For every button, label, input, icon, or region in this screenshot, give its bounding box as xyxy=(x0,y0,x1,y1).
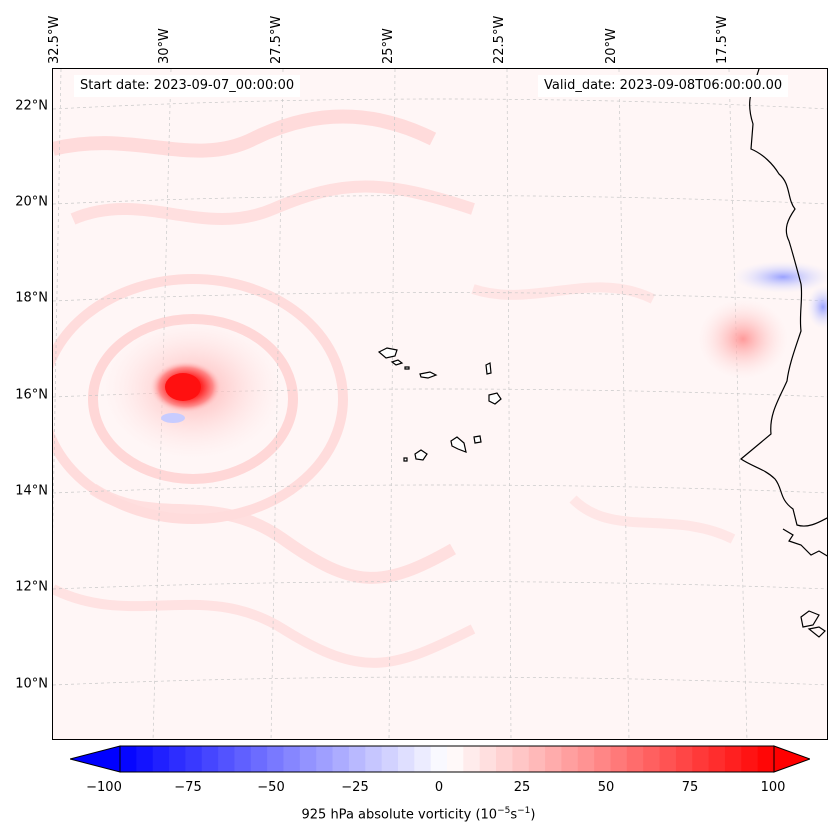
lon-label-32-5w: 32.5°W xyxy=(47,15,62,64)
lon-label-20w: 20°W xyxy=(604,28,619,64)
colorbar-segment xyxy=(741,746,759,772)
lat-label-20n: 20°N xyxy=(15,194,48,210)
colorbar-segment xyxy=(283,746,301,772)
colorbar-segment xyxy=(234,746,252,772)
colorbar-segment xyxy=(757,746,775,772)
weak-vorticity-field xyxy=(53,109,736,668)
colorbar-segment xyxy=(643,746,661,772)
colorbar-segments xyxy=(120,746,775,772)
lon-label-27-5w: 27.5°W xyxy=(269,15,284,64)
valid-date-label: Valid_date: 2023-09-08T06:00:00.00 xyxy=(538,75,789,97)
vorticity-map xyxy=(53,69,827,739)
vorticity-maximum xyxy=(103,319,283,459)
colorbar-segment xyxy=(610,746,628,772)
lat-label-18n: 18°N xyxy=(15,290,48,306)
colorbar-segment xyxy=(724,746,742,772)
colorbar-segment xyxy=(414,746,432,772)
colorbar-tick: −50 xyxy=(257,780,285,795)
lat-label-22n: 22°N xyxy=(15,98,48,114)
colorbar-segment xyxy=(675,746,693,772)
colorbar-segment xyxy=(120,746,137,772)
colorbar-segment xyxy=(496,746,513,772)
colorbar-tick: −100 xyxy=(86,780,122,795)
colorbar-segment xyxy=(545,746,563,772)
african-coastline xyxy=(739,69,827,527)
colorbar-segment xyxy=(479,746,497,772)
colorbar-segment xyxy=(430,746,448,772)
coastal-vorticity-feature xyxy=(698,299,788,379)
lon-label-25w: 25°W xyxy=(381,28,396,64)
colorbar-segment xyxy=(594,746,612,772)
colorbar-segment xyxy=(365,746,383,772)
lat-label-16n: 16°N xyxy=(15,387,48,403)
colorbar-segment xyxy=(267,746,285,772)
colorbar-segment xyxy=(528,746,546,772)
map-panel[interactable] xyxy=(52,68,828,740)
colorbar-segment xyxy=(201,746,219,772)
colorbar-segment xyxy=(218,746,236,772)
lon-label-30w: 30°W xyxy=(157,28,172,64)
colorbar-segment xyxy=(299,746,317,772)
colorbar-segment xyxy=(463,746,481,772)
colorbar-segment xyxy=(250,746,268,772)
colorbar-segment xyxy=(447,746,464,772)
colorbar-segment xyxy=(512,746,530,772)
lat-label-14n: 14°N xyxy=(15,483,48,499)
cape-verde-islands xyxy=(377,347,502,462)
lon-label-17-5w: 17.5°W xyxy=(715,15,730,64)
colorbar-segment xyxy=(332,746,350,772)
colorbar-segment xyxy=(626,746,644,772)
colorbar-segment xyxy=(316,746,334,772)
colorbar-segment xyxy=(169,746,186,772)
colorbar-segment xyxy=(561,746,579,772)
colorbar-tick: 25 xyxy=(513,780,531,795)
colorbar-segment xyxy=(152,746,170,772)
colorbar-max-arrow xyxy=(773,745,812,773)
lat-label-10n: 10°N xyxy=(15,676,48,692)
colorbar-segment xyxy=(397,746,415,772)
colorbar-segment xyxy=(692,746,710,772)
colorbar-tick: −25 xyxy=(341,780,369,795)
colorbar-min-arrow xyxy=(68,745,121,773)
lon-label-22-5w: 22.5°W xyxy=(492,15,507,64)
colorbar-tick: 75 xyxy=(681,780,699,795)
colorbar-ticks: −100 −75 −50 −25 0 25 50 75 100 xyxy=(0,780,837,798)
colorbar-segment xyxy=(136,746,154,772)
colorbar-segment xyxy=(348,746,366,772)
colorbar-tick: 50 xyxy=(597,780,615,795)
colorbar-segment xyxy=(708,746,726,772)
colorbar xyxy=(68,745,812,773)
colorbar-tick: −75 xyxy=(174,780,202,795)
colorbar-segment xyxy=(381,746,399,772)
negative-vorticity-feature xyxy=(733,261,827,293)
lat-label-12n: 12°N xyxy=(15,579,48,595)
colorbar-label: 925 hPa absolute vorticity (10−5s−1) xyxy=(301,806,536,823)
colorbar-segment xyxy=(185,746,203,772)
colorbar-tick: 0 xyxy=(434,780,444,795)
start-date-label: Start date: 2023-09-07_00:00:00 xyxy=(74,75,301,97)
colorbar-tick: 100 xyxy=(760,780,786,795)
colorbar-segment xyxy=(659,746,677,772)
colorbar-segment xyxy=(577,746,595,772)
